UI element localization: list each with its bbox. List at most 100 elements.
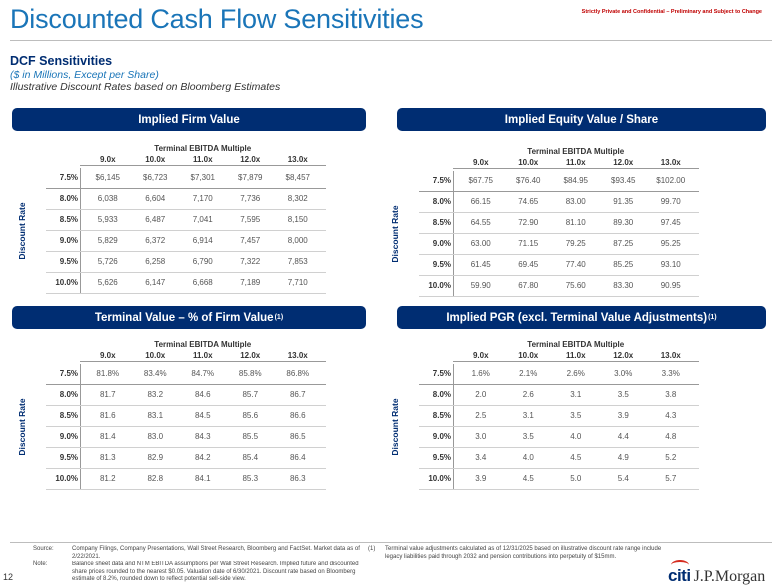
row-discount-rate: 10.0% <box>428 474 451 483</box>
row-divider <box>46 272 326 273</box>
row-divider <box>46 293 326 294</box>
table-cell: 85.3 <box>242 474 259 483</box>
column-header: 9.0x <box>99 155 116 164</box>
column-header: 10.0x <box>145 155 166 164</box>
table-cell: 7,710 <box>287 278 308 287</box>
table-cell: $7,879 <box>238 173 263 182</box>
panel-title-band: Implied Firm Value <box>12 108 366 131</box>
column-header: 13.0x <box>287 155 308 164</box>
table-cell: 3.5 <box>570 411 582 420</box>
row-divider <box>419 296 699 297</box>
table-cell: 7,736 <box>240 194 261 203</box>
citi-logo: citi <box>668 560 691 586</box>
table-cell: 81.3 <box>99 453 116 462</box>
panel-title: Terminal Value – % of Firm Value <box>94 311 274 324</box>
multiple-header: Terminal EBITDA Multiple <box>527 147 625 156</box>
table-cell: 85.4 <box>242 453 259 462</box>
row-divider <box>46 209 326 210</box>
table-cell: 84.5 <box>194 411 211 420</box>
footer-divider <box>10 542 772 543</box>
table-cell: 85.6 <box>242 411 259 420</box>
table-cell: 3.0 <box>475 432 487 441</box>
confidentiality-notice: Strictly Private and Confidential – Prel… <box>581 9 762 15</box>
table-cell: 77.40 <box>565 260 586 269</box>
column-header: 12.0x <box>613 351 634 360</box>
table-cell: 97.45 <box>660 218 681 227</box>
table-cell: 4.0 <box>522 453 534 462</box>
table-cell: 61.45 <box>470 260 491 269</box>
note-text: Balance sheet data and NTM EBITDA assump… <box>72 561 359 582</box>
row-divider <box>419 275 699 276</box>
row-divider <box>419 489 699 490</box>
panel-title-band: Terminal Value – % of Firm Value (1) <box>12 306 366 329</box>
row-label-divider <box>80 168 81 294</box>
table-cell: 71.15 <box>518 239 539 248</box>
table-cell: 81.2 <box>99 474 116 483</box>
table-cell: 86.8% <box>286 369 310 378</box>
table-cell: 93.10 <box>660 260 681 269</box>
table-cell: 59.90 <box>470 281 491 290</box>
row-discount-rate: 9.0% <box>432 432 451 441</box>
table-cell: 81.10 <box>565 218 586 227</box>
row-discount-rate: 9.5% <box>432 260 451 269</box>
table-cell: 87.25 <box>613 239 634 248</box>
table-cell: $102.00 <box>656 176 686 185</box>
table-cell: 5.0 <box>570 474 582 483</box>
table-cell: $67.75 <box>468 176 493 185</box>
table-cell: 63.00 <box>470 239 491 248</box>
row-discount-rate: 8.5% <box>59 411 78 420</box>
table-cell: 4.3 <box>665 411 677 420</box>
table-cell: 81.6 <box>99 411 116 420</box>
row-divider <box>46 405 326 406</box>
table-cell: 69.45 <box>518 260 539 269</box>
table-cell: 4.0 <box>570 432 582 441</box>
row-divider <box>46 251 326 252</box>
title-divider <box>10 40 772 41</box>
table-cell: 3.0% <box>614 369 633 378</box>
table-cell: 83.4% <box>143 369 167 378</box>
page-title: Discounted Cash Flow Sensitivities <box>10 4 424 34</box>
footnote-1-label: (1) <box>368 546 376 552</box>
row-divider <box>419 254 699 255</box>
table-cell: 3.9 <box>475 474 487 483</box>
table-cell: 83.30 <box>613 281 634 290</box>
units-note: ($ in Millions, Except per Share) <box>10 69 159 81</box>
row-discount-rate: 9.5% <box>59 257 78 266</box>
table-cell: 75.60 <box>565 281 586 290</box>
multiple-header: Terminal EBITDA Multiple <box>154 144 252 153</box>
row-discount-rate: 8.5% <box>432 218 451 227</box>
table-cell: 5,829 <box>97 236 118 245</box>
table-cell: 74.65 <box>518 197 539 206</box>
row-discount-rate: 10.0% <box>428 281 451 290</box>
header-divider <box>80 361 326 362</box>
table-cell: 79.25 <box>565 239 586 248</box>
table-cell: 3.5 <box>617 390 629 399</box>
table-cell: 86.7 <box>289 390 306 399</box>
row-discount-rate: 8.5% <box>432 411 451 420</box>
table-cell: $7,301 <box>190 173 215 182</box>
row-discount-rate: 7.5% <box>59 173 78 182</box>
header-divider <box>453 168 699 169</box>
table-cell: 84.1 <box>194 474 211 483</box>
row-divider <box>419 426 699 427</box>
row-label-divider <box>453 171 454 297</box>
table-cell: 6,790 <box>192 257 213 266</box>
table-cell: 4.5 <box>522 474 534 483</box>
table-cell: 95.25 <box>660 239 681 248</box>
table-cell: 86.4 <box>289 453 306 462</box>
row-divider <box>419 405 699 406</box>
table-cell: $6,723 <box>143 173 168 182</box>
table-cell: 8,150 <box>287 215 308 224</box>
table-cell: 2.0 <box>475 390 487 399</box>
multiple-header: Terminal EBITDA Multiple <box>527 340 625 349</box>
row-discount-rate: 9.5% <box>432 453 451 462</box>
table-cell: 81.8% <box>96 369 120 378</box>
table-cell: 6,038 <box>97 194 118 203</box>
table-cell: 85.25 <box>613 260 634 269</box>
row-divider <box>419 384 699 385</box>
table-cell: $6,145 <box>95 173 120 182</box>
table-cell: $8,457 <box>285 173 310 182</box>
row-divider <box>46 384 326 385</box>
discount-rate-axis-label: Discount Rate <box>390 205 400 263</box>
table-cell: 3.1 <box>570 390 582 399</box>
